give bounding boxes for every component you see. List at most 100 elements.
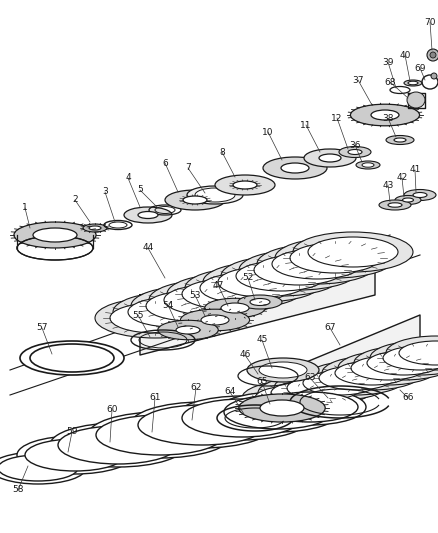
Text: 6: 6 [162, 158, 167, 167]
Ellipse shape [369, 341, 438, 375]
Ellipse shape [194, 188, 234, 202]
Ellipse shape [290, 243, 379, 273]
Text: 63: 63 [304, 374, 315, 383]
Ellipse shape [403, 190, 435, 200]
Text: 59: 59 [66, 427, 78, 437]
Ellipse shape [290, 366, 389, 400]
Polygon shape [274, 315, 419, 435]
Text: 60: 60 [106, 406, 117, 415]
Text: 38: 38 [381, 114, 393, 123]
Text: 66: 66 [401, 393, 413, 402]
Ellipse shape [254, 255, 343, 285]
Ellipse shape [412, 192, 426, 198]
Ellipse shape [17, 436, 133, 474]
Ellipse shape [305, 361, 405, 395]
Text: 65: 65 [256, 377, 267, 386]
Ellipse shape [385, 135, 413, 144]
Ellipse shape [138, 212, 158, 219]
Ellipse shape [176, 326, 200, 334]
Ellipse shape [241, 381, 341, 415]
Ellipse shape [273, 371, 373, 405]
Circle shape [426, 49, 438, 61]
Text: 55: 55 [132, 311, 143, 319]
Ellipse shape [130, 402, 273, 448]
Ellipse shape [218, 267, 307, 297]
Ellipse shape [254, 386, 328, 410]
Ellipse shape [387, 203, 401, 207]
Ellipse shape [247, 358, 318, 382]
Circle shape [430, 73, 436, 79]
Ellipse shape [337, 351, 437, 385]
Text: 61: 61 [149, 393, 160, 402]
Ellipse shape [95, 298, 215, 338]
Ellipse shape [280, 163, 308, 173]
Ellipse shape [113, 292, 233, 332]
Ellipse shape [292, 232, 412, 272]
Ellipse shape [350, 104, 419, 126]
Ellipse shape [403, 80, 421, 86]
Ellipse shape [0, 452, 86, 484]
Ellipse shape [164, 285, 254, 315]
Ellipse shape [148, 280, 268, 320]
Text: 45: 45 [256, 335, 267, 344]
Text: 62: 62 [190, 384, 201, 392]
Ellipse shape [89, 226, 101, 230]
Ellipse shape [182, 399, 301, 437]
Ellipse shape [25, 439, 125, 471]
Text: 1: 1 [22, 204, 28, 213]
Ellipse shape [407, 81, 417, 85]
Ellipse shape [393, 138, 405, 142]
Ellipse shape [204, 298, 265, 318]
Text: 42: 42 [396, 174, 407, 182]
Ellipse shape [138, 405, 265, 445]
Ellipse shape [259, 400, 303, 416]
Ellipse shape [33, 228, 77, 242]
Polygon shape [140, 235, 374, 355]
Circle shape [429, 52, 435, 58]
Ellipse shape [249, 298, 269, 305]
Ellipse shape [50, 423, 186, 467]
Ellipse shape [88, 412, 231, 458]
Ellipse shape [347, 149, 361, 155]
Ellipse shape [361, 163, 373, 167]
Ellipse shape [318, 154, 340, 162]
Ellipse shape [321, 356, 421, 390]
Ellipse shape [353, 346, 438, 380]
Ellipse shape [201, 315, 229, 325]
Text: 37: 37 [351, 76, 363, 85]
Ellipse shape [236, 261, 325, 291]
Ellipse shape [30, 344, 114, 372]
Ellipse shape [270, 381, 344, 405]
Ellipse shape [110, 303, 200, 333]
Ellipse shape [20, 341, 124, 375]
Ellipse shape [96, 415, 223, 455]
Ellipse shape [58, 426, 177, 464]
Text: 69: 69 [413, 63, 425, 72]
Text: 10: 10 [261, 127, 273, 136]
Ellipse shape [215, 175, 274, 195]
Ellipse shape [318, 366, 392, 390]
Text: 64: 64 [224, 387, 235, 397]
Ellipse shape [83, 224, 107, 232]
Text: 5: 5 [137, 185, 142, 195]
Ellipse shape [366, 351, 438, 375]
Ellipse shape [350, 356, 424, 380]
Text: 12: 12 [331, 114, 342, 123]
Ellipse shape [183, 196, 207, 204]
Ellipse shape [146, 291, 236, 321]
Text: 43: 43 [381, 181, 393, 190]
Text: 47: 47 [212, 280, 223, 289]
Ellipse shape [184, 268, 304, 308]
Ellipse shape [338, 147, 370, 157]
Text: 11: 11 [300, 120, 311, 130]
Ellipse shape [182, 279, 272, 309]
Ellipse shape [157, 320, 218, 340]
Ellipse shape [258, 362, 306, 378]
Ellipse shape [302, 371, 376, 395]
Ellipse shape [238, 250, 358, 290]
Ellipse shape [166, 274, 286, 314]
Ellipse shape [238, 394, 325, 422]
Ellipse shape [256, 244, 376, 284]
Text: 70: 70 [423, 18, 435, 27]
Ellipse shape [303, 149, 355, 167]
